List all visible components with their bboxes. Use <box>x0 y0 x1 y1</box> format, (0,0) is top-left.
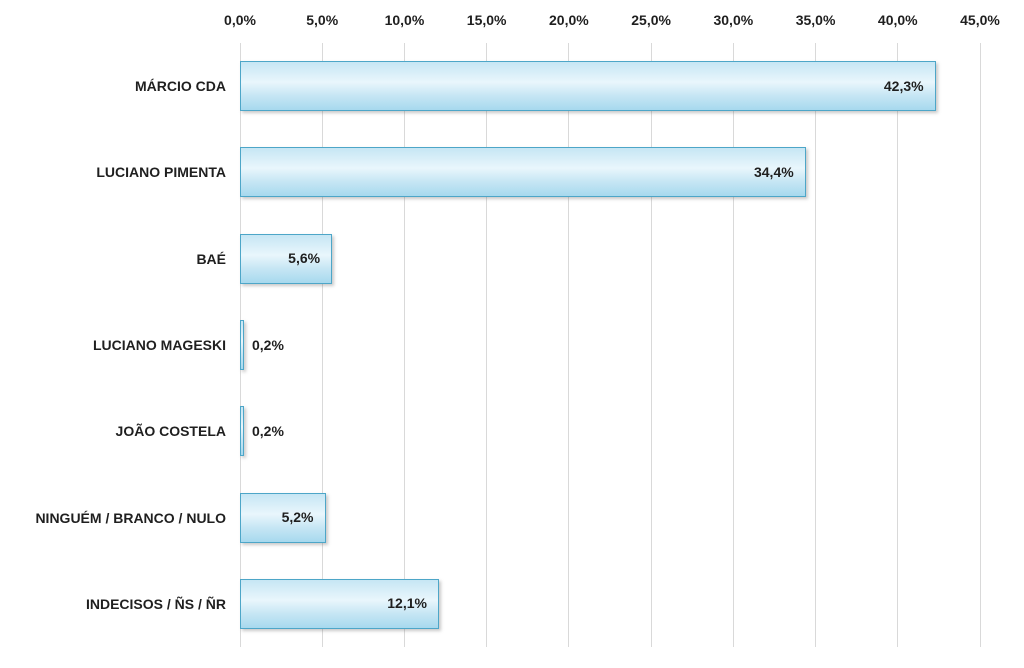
bar <box>240 233 333 284</box>
gridline <box>897 43 899 647</box>
value-label: 12,1% <box>387 595 427 612</box>
category-label: LUCIANO PIMENTA <box>96 164 226 181</box>
gridline <box>403 43 405 647</box>
category-label: LUCIANO MAGESKI <box>93 337 226 353</box>
x-axis-tick-label: 30,0% <box>713 12 754 28</box>
value-label: 0,2% <box>252 336 284 353</box>
bar <box>240 320 244 370</box>
category-label: JOÃO COSTELA <box>115 423 226 440</box>
x-axis-tick-label: 10,0% <box>384 12 425 28</box>
x-axis-tick-label: 15,0% <box>466 12 507 28</box>
bar <box>240 61 936 112</box>
gridline <box>732 43 734 647</box>
category-label: INDECISOS / ÑS / ÑR <box>85 595 226 612</box>
category-label: MÁRCIO CDA <box>135 78 226 95</box>
gridline <box>568 43 570 647</box>
gridline <box>815 43 817 647</box>
x-axis-tick-label: 0,0% <box>224 12 256 28</box>
value-label: 0,2% <box>252 422 284 439</box>
x-axis-tick-label: 25,0% <box>631 12 671 28</box>
value-label: 42,3% <box>883 77 924 94</box>
value-label: 34,4% <box>753 163 794 180</box>
bar <box>240 578 439 629</box>
gridline <box>486 43 488 647</box>
category-label: BAÉ <box>196 250 226 267</box>
category-label: NINGUÉM / BRANCO / NULO <box>35 509 226 526</box>
gridline <box>650 43 652 647</box>
gridline <box>979 43 981 647</box>
x-axis-tick-label: 35,0% <box>795 12 836 28</box>
bar <box>240 406 244 457</box>
x-axis-tick-label: 40,0% <box>877 12 918 28</box>
value-label: 5,6% <box>288 250 321 267</box>
bar <box>240 147 806 198</box>
bar <box>240 492 326 543</box>
value-label: 5,2% <box>281 509 314 526</box>
x-axis-tick-label: 20,0% <box>549 12 589 28</box>
x-axis-tick-label: 45,0% <box>960 12 1000 28</box>
x-axis-tick-label: 5,0% <box>306 12 339 28</box>
gridline <box>321 43 323 647</box>
